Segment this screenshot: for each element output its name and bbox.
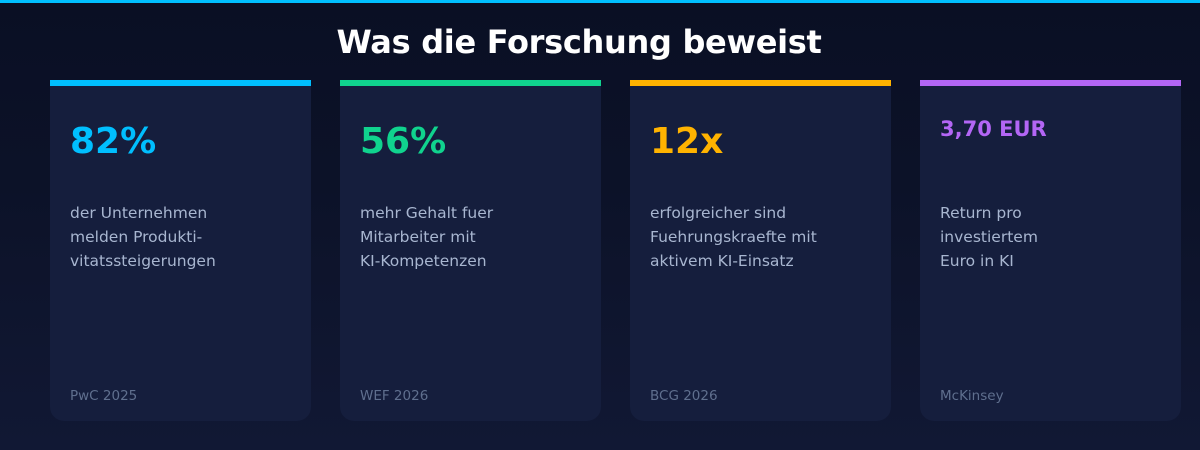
stat-value: 56% [360, 121, 447, 162]
page-title: Was die Forschung beweist [336, 23, 822, 61]
stat-source: PwC 2025 [70, 388, 138, 404]
stat-value: 12x [650, 121, 724, 162]
card-accent-bar [920, 80, 1181, 86]
stat-description: Return pro investiertem Euro in KI [940, 204, 1038, 270]
card-accent-bar [340, 80, 601, 86]
stat-card-productivity: 82% der Unternehmen melden Produkti- vit… [50, 80, 311, 421]
top-accent-bar [0, 0, 1200, 3]
card-accent-bar [630, 80, 891, 86]
stat-description: der Unternehmen melden Produkti- vitatss… [70, 204, 216, 270]
stat-description: erfolgreicher sind Fuehrungskraefte mit … [650, 204, 817, 270]
stat-source: McKinsey [940, 388, 1004, 404]
stat-card-salary: 56% mehr Gehalt fuer Mitarbeiter mit KI-… [340, 80, 601, 421]
card-accent-bar [50, 80, 311, 86]
stat-value: 82% [70, 121, 157, 162]
stat-value: 3,70 EUR [940, 117, 1047, 141]
stat-source: BCG 2026 [650, 388, 718, 404]
stat-card-leadership: 12x erfolgreicher sind Fuehrungskraefte … [630, 80, 891, 421]
stat-card-roi: 3,70 EUR Return pro investiertem Euro in… [920, 80, 1181, 421]
stat-source: WEF 2026 [360, 388, 429, 404]
stat-description: mehr Gehalt fuer Mitarbeiter mit KI-Komp… [360, 204, 494, 270]
